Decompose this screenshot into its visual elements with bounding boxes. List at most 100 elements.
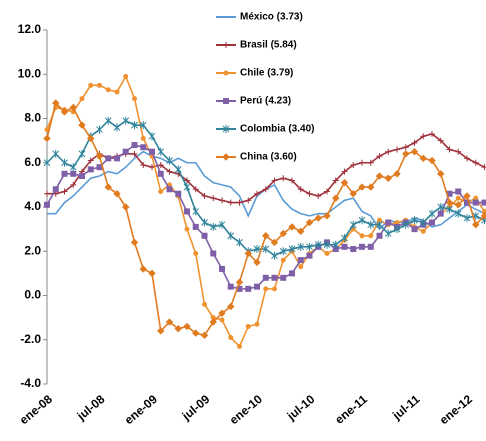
y-tick-label: 8.0 — [24, 111, 41, 125]
data-point — [445, 198, 454, 207]
data-point — [148, 269, 156, 278]
data-point — [359, 159, 365, 166]
data-point — [253, 258, 261, 267]
data-point — [123, 73, 129, 79]
data-point — [280, 257, 286, 263]
data-point — [105, 87, 111, 93]
legend-marker — [222, 125, 230, 133]
data-point — [236, 199, 243, 206]
data-point — [70, 181, 77, 188]
data-point — [358, 183, 366, 191]
data-point — [60, 108, 69, 116]
data-point — [132, 96, 137, 102]
data-point — [44, 201, 50, 208]
data-point — [79, 96, 85, 102]
data-point — [350, 246, 357, 253]
data-point — [384, 174, 392, 182]
legend-marker — [222, 153, 230, 161]
x-tick-label: ene-10 — [227, 392, 265, 427]
data-point — [201, 218, 208, 227]
data-point — [305, 218, 314, 227]
data-point — [61, 158, 68, 167]
data-point — [192, 207, 200, 216]
data-point — [341, 168, 348, 175]
data-point — [97, 82, 102, 88]
data-point — [271, 177, 278, 184]
data-point — [78, 121, 86, 129]
data-point — [332, 177, 339, 184]
data-point — [262, 232, 270, 240]
data-point — [420, 133, 427, 140]
data-point — [420, 228, 426, 234]
data-point — [455, 188, 462, 195]
data-point — [297, 242, 305, 251]
data-point — [113, 123, 121, 132]
legend-marker — [223, 70, 229, 76]
legend-marker — [223, 98, 229, 104]
y-tick-label: -2.0 — [20, 332, 41, 346]
data-point — [428, 209, 436, 218]
data-point — [201, 232, 208, 239]
data-point — [288, 223, 296, 231]
x-tick-label: jul-10 — [284, 392, 318, 424]
data-point — [96, 125, 103, 134]
data-point — [367, 159, 374, 166]
legend-label: Brasil (5.84) — [240, 40, 297, 51]
data-point — [245, 285, 252, 292]
data-point — [87, 166, 94, 173]
data-point — [158, 189, 164, 195]
data-point — [140, 144, 147, 151]
data-point — [437, 170, 445, 178]
data-point — [201, 192, 208, 199]
data-point — [140, 135, 146, 141]
data-point — [236, 238, 243, 247]
data-point — [192, 186, 199, 193]
data-point — [279, 247, 287, 256]
legend-box — [211, 7, 333, 185]
data-point — [114, 155, 120, 162]
y-tick-label: 6.0 — [24, 155, 41, 169]
data-point — [280, 175, 287, 182]
data-point — [463, 214, 471, 223]
data-point — [472, 159, 479, 166]
data-point — [332, 240, 340, 249]
x-tick-label: ene-12 — [437, 392, 475, 427]
x-tick-label: jul-08 — [74, 392, 108, 424]
data-point — [306, 252, 313, 259]
data-point — [429, 219, 435, 226]
data-point — [411, 139, 418, 146]
data-point — [279, 229, 287, 238]
data-point — [157, 170, 164, 177]
data-point — [472, 199, 479, 206]
legend-label: Colombia (3.40) — [240, 124, 314, 135]
data-point — [454, 201, 462, 209]
data-point — [131, 142, 138, 149]
data-point — [202, 301, 207, 307]
data-point — [87, 157, 94, 164]
data-point — [437, 210, 444, 217]
data-point — [332, 194, 340, 202]
data-point — [272, 286, 277, 292]
data-point — [174, 165, 182, 174]
data-point — [235, 278, 244, 286]
data-point — [464, 155, 470, 162]
data-point — [184, 208, 190, 215]
data-point — [218, 220, 226, 229]
data-point — [481, 199, 486, 206]
data-point — [455, 148, 462, 155]
x-tick-label: jul-11 — [389, 392, 423, 423]
data-point — [297, 186, 304, 193]
data-point — [183, 322, 191, 331]
data-point — [183, 183, 191, 192]
data-point — [175, 190, 182, 197]
legend-label: Chile (3.79) — [240, 68, 293, 79]
data-point — [114, 89, 120, 95]
data-point — [350, 161, 357, 168]
data-point — [385, 219, 392, 226]
data-point — [254, 283, 260, 290]
data-point — [394, 146, 400, 153]
legend-label: México (3.73) — [240, 12, 303, 23]
data-point — [454, 209, 462, 218]
data-point — [437, 137, 444, 144]
data-point — [376, 220, 383, 229]
